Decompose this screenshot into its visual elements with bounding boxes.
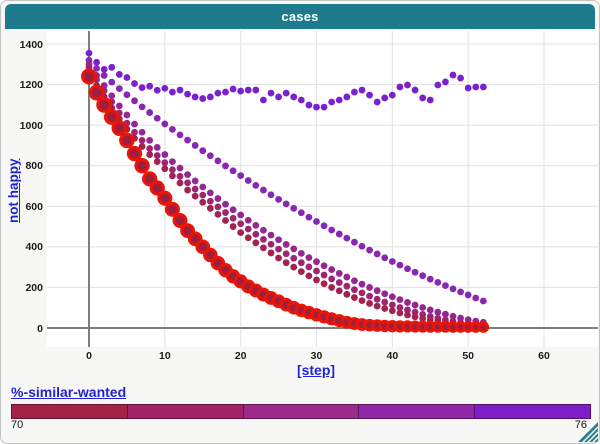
y-tick-label: 1000: [19, 119, 43, 132]
plot-title: cases: [281, 9, 319, 24]
x-tick-label: 40: [386, 350, 399, 362]
x-tick-label: 30: [310, 350, 323, 362]
y-tick-label: 1200: [19, 79, 43, 92]
y-tick-label: 800: [25, 160, 43, 173]
x-tick-label: 50: [462, 350, 474, 362]
slider-segment-3[interactable]: [242, 404, 360, 419]
plot-title-bar[interactable]: cases: [5, 4, 595, 29]
slider-segment-5[interactable]: [474, 404, 591, 419]
x-axis-label-row: [step]: [1, 362, 599, 378]
plot-area: [47, 31, 598, 347]
x-tick-label: 0: [86, 350, 92, 362]
slider-max-value: 76: [574, 419, 587, 431]
y-tick-label: 200: [25, 281, 43, 294]
x-tick-label: 60: [538, 350, 550, 362]
plot-svg: [47, 31, 598, 347]
similar-wanted-label[interactable]: %-similar-wanted: [11, 384, 127, 400]
y-tick-label: 1400: [19, 38, 43, 51]
slider-segment-1[interactable]: [11, 404, 128, 419]
slider-segment-4[interactable]: [358, 404, 476, 419]
similar-wanted-gradient-bar: [11, 404, 591, 419]
y-tick-label: 0: [37, 322, 43, 335]
resize-handle-icon[interactable]: [578, 422, 598, 442]
x-tick-label: 10: [158, 350, 171, 362]
slider-segment-2[interactable]: [126, 404, 244, 419]
x-tick-label: 20: [234, 350, 247, 362]
y-tick-label: 400: [25, 241, 43, 254]
x-axis-label[interactable]: [step]: [296, 362, 336, 378]
slider-min-value: 70: [11, 419, 24, 431]
y-tick-label: 600: [25, 200, 43, 213]
